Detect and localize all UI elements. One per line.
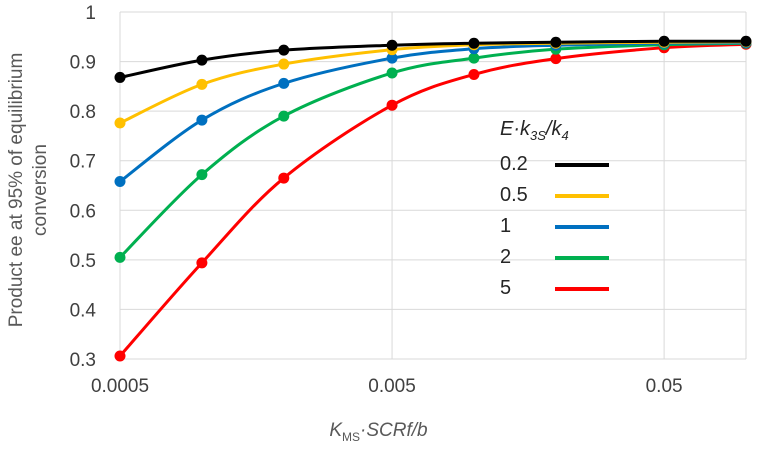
legend-entry: 2 xyxy=(500,242,609,273)
x-axis-label: KMS·SCRf/b xyxy=(0,420,757,444)
data-point-1 xyxy=(278,77,290,89)
data-point-5 xyxy=(550,53,562,65)
y-tick-label: 1 xyxy=(85,3,96,24)
legend-swatch xyxy=(555,255,609,260)
y-axis-label: Product ee at 95% of equilibrium conversi… xyxy=(6,53,51,328)
legend-label: 5 xyxy=(500,277,512,299)
data-point-5 xyxy=(196,257,208,269)
data-point-2 xyxy=(278,110,290,122)
y-tick-label: 0.5 xyxy=(70,251,96,272)
data-point-0.2 xyxy=(740,35,752,47)
data-point-2 xyxy=(386,67,398,79)
x-label-sub: MS xyxy=(342,429,361,444)
data-point-1 xyxy=(386,52,398,64)
legend-label: 1 xyxy=(500,215,512,237)
legend-label: 0.2 xyxy=(500,153,528,175)
data-point-0.2 xyxy=(114,71,126,83)
data-point-0.5 xyxy=(196,78,208,90)
x-label-part: ·SCRf/b xyxy=(360,420,428,441)
data-point-0.2 xyxy=(278,44,290,56)
legend-swatch xyxy=(555,162,609,167)
x-label-part: K xyxy=(329,420,343,441)
data-point-0.5 xyxy=(278,58,290,70)
legend-label: 2 xyxy=(500,246,512,268)
data-point-5 xyxy=(278,172,290,184)
y-tick-label: 0.4 xyxy=(70,300,97,321)
data-point-0.5 xyxy=(114,117,126,129)
x-tick-label: 0.005 xyxy=(368,376,416,397)
data-point-2 xyxy=(196,169,208,181)
legend-swatch xyxy=(555,224,609,229)
legend-label: 0.5 xyxy=(500,184,528,206)
data-point-0.2 xyxy=(658,35,670,47)
data-point-0.2 xyxy=(386,39,398,51)
data-point-0.2 xyxy=(550,36,562,48)
data-point-5 xyxy=(114,350,126,362)
legend-title: E·k3S/k4 xyxy=(500,118,609,143)
y-tick-label: 0.6 xyxy=(70,201,96,222)
series-line-2 xyxy=(118,41,747,259)
x-tick-label: 0.0005 xyxy=(91,376,149,397)
legend-title-part: /k xyxy=(545,118,562,140)
legend-entry: 1 xyxy=(500,211,609,242)
legend: E·k3S/k4 0.2 0.5 1 2 5 xyxy=(500,118,609,304)
legend-title-part: E·k xyxy=(500,118,530,140)
legend-entry: 0.5 xyxy=(500,180,609,211)
legend-swatch xyxy=(555,286,609,291)
legend-entry: 5 xyxy=(500,273,609,304)
y-tick-label: 0.3 xyxy=(70,350,96,371)
y-tick-label: 0.7 xyxy=(70,152,96,173)
y-label-line: Product ee at 95% of equilibrium xyxy=(6,53,27,328)
data-point-2 xyxy=(468,52,480,64)
y-tick-label: 0.9 xyxy=(70,53,96,74)
legend-title-sub: 4 xyxy=(561,128,569,143)
series-line-0.2 xyxy=(119,39,747,79)
legend-title-sub: 3S xyxy=(530,128,546,143)
data-point-5 xyxy=(468,68,480,80)
x-tick-label: 0.05 xyxy=(646,376,683,397)
legend-swatch xyxy=(555,193,609,198)
legend-entry: 0.2 xyxy=(500,149,609,180)
data-point-0.2 xyxy=(468,37,480,49)
data-point-5 xyxy=(386,99,398,111)
y-label-line: conversion xyxy=(30,144,51,236)
data-point-1 xyxy=(114,176,126,188)
data-point-2 xyxy=(114,251,126,263)
y-tick-label: 0.8 xyxy=(70,102,96,123)
data-point-0.2 xyxy=(196,54,208,66)
data-point-1 xyxy=(196,114,208,126)
